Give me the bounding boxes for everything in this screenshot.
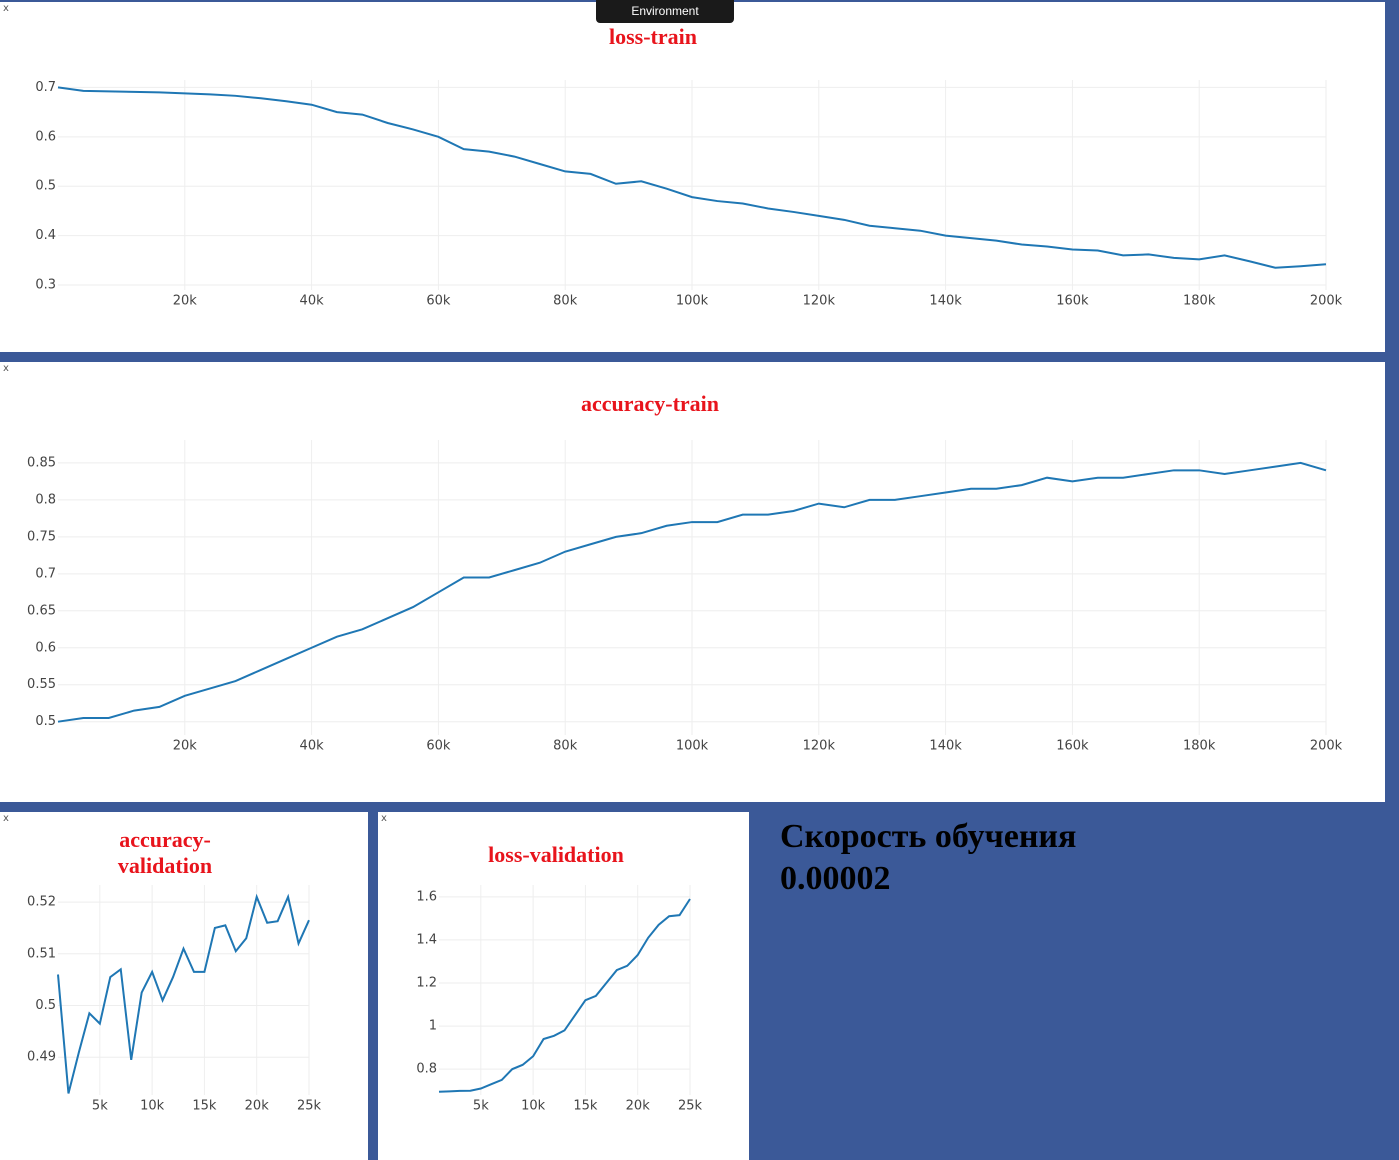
y-tick-label: 0.65 xyxy=(27,603,56,618)
y-tick-label: 0.5 xyxy=(35,714,56,729)
y-tick-label: 0.49 xyxy=(27,1050,56,1065)
y-tick-label: 1.4 xyxy=(416,932,437,947)
chart-title: accuracy-validation xyxy=(117,827,213,878)
x-tick-label: 120k xyxy=(803,294,836,309)
x-tick-label: 5k xyxy=(473,1099,489,1114)
y-tick-label: 1.6 xyxy=(416,889,437,904)
x-tick-label: 15k xyxy=(573,1099,598,1114)
line xyxy=(57,893,310,1094)
x-tick-label: 10k xyxy=(140,1099,165,1114)
y-tick-label: 0.8 xyxy=(416,1062,437,1077)
panel xyxy=(378,812,749,1160)
x-tick-label: 100k xyxy=(676,739,709,754)
x-tick-label: 140k xyxy=(929,294,962,309)
environment-button[interactable]: Environment xyxy=(596,0,734,23)
close-icon[interactable]: x xyxy=(3,363,9,374)
y-tick-label: 1 xyxy=(429,1019,437,1034)
x-tick-label: 20k xyxy=(173,739,198,754)
x-tick-label: 60k xyxy=(426,739,451,754)
y-tick-label: 0.75 xyxy=(27,529,56,544)
y-tick-label: 1.2 xyxy=(416,976,437,991)
y-tick-label: 0.55 xyxy=(27,677,56,692)
chart-title: loss-train xyxy=(609,24,697,49)
line xyxy=(438,898,691,1093)
y-tick-label: 0.52 xyxy=(27,895,56,910)
y-tick-label: 0.5 xyxy=(35,179,56,194)
x-tick-label: 15k xyxy=(192,1099,217,1114)
y-tick-label: 0.4 xyxy=(35,228,56,243)
x-tick-label: 25k xyxy=(678,1099,703,1114)
x-tick-label: 5k xyxy=(92,1099,108,1114)
note: Скорость обучения xyxy=(780,818,1077,855)
x-tick-label: 80k xyxy=(553,294,578,309)
line xyxy=(57,86,1327,269)
y-tick-label: 0.85 xyxy=(27,455,56,470)
x-tick-label: 100k xyxy=(676,294,709,309)
x-tick-label: 10k xyxy=(521,1099,546,1114)
y-tick-label: 0.3 xyxy=(35,278,56,293)
x-tick-label: 200k xyxy=(1310,294,1343,309)
y-tick-label: 0.6 xyxy=(35,129,56,144)
x-tick-label: 200k xyxy=(1310,739,1343,754)
note: 0.00002 xyxy=(780,860,891,897)
x-tick-label: 80k xyxy=(553,739,578,754)
chart-title: accuracy-train xyxy=(580,391,720,416)
x-tick-label: 160k xyxy=(1056,739,1089,754)
y-tick-label: 0.51 xyxy=(27,946,56,961)
y-tick-label: 0.7 xyxy=(35,80,56,95)
y-tick-label: 0.7 xyxy=(35,566,56,581)
x-tick-label: 60k xyxy=(426,294,451,309)
x-tick-label: 180k xyxy=(1183,294,1216,309)
x-tick-label: 20k xyxy=(626,1099,651,1114)
x-tick-label: 40k xyxy=(300,739,325,754)
x-tick-label: 120k xyxy=(803,739,836,754)
chart-title: loss-validation xyxy=(488,842,624,867)
close-icon[interactable]: x xyxy=(3,3,9,14)
y-tick-label: 0.8 xyxy=(35,492,56,507)
y-tick-label: 0.5 xyxy=(35,998,56,1013)
x-tick-label: 180k xyxy=(1183,739,1216,754)
panel xyxy=(0,812,368,1160)
x-tick-label: 140k xyxy=(929,739,962,754)
x-tick-label: 160k xyxy=(1056,294,1089,309)
line xyxy=(57,461,1327,723)
close-icon[interactable]: x xyxy=(381,813,387,824)
x-tick-label: 20k xyxy=(245,1099,270,1114)
x-tick-label: 25k xyxy=(297,1099,322,1114)
close-icon[interactable]: x xyxy=(3,813,9,824)
x-tick-label: 20k xyxy=(173,294,198,309)
y-tick-label: 0.6 xyxy=(35,640,56,655)
x-tick-label: 40k xyxy=(300,294,325,309)
